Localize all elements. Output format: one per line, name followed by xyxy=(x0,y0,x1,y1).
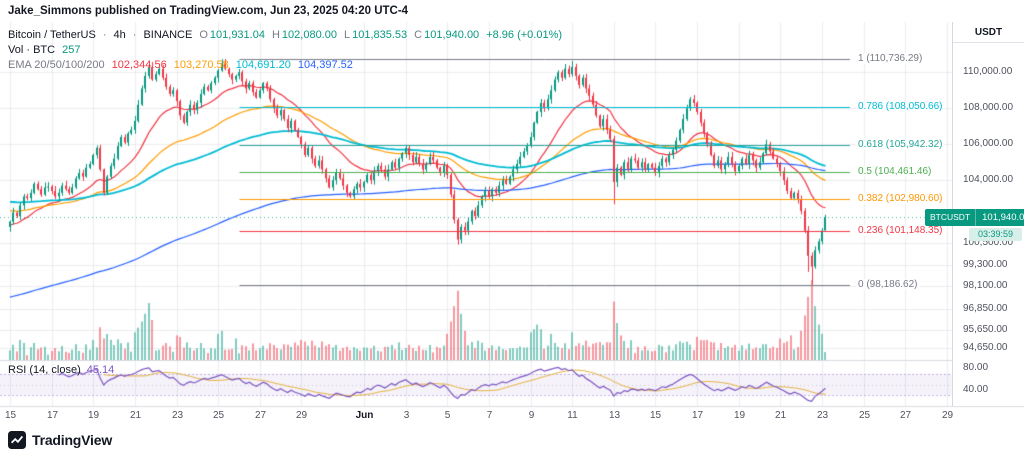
ema200-value: 104,397.52 xyxy=(297,58,353,71)
time-axis-label: Jun xyxy=(355,410,374,421)
rsi-value: 45.14 xyxy=(86,364,115,376)
price-axis-label: 99,300.00 xyxy=(963,258,1008,270)
time-axis-label: 23 xyxy=(816,410,829,421)
ema50-value: 103,270.58 xyxy=(173,58,229,71)
price-axis-label: 95,650.00 xyxy=(963,324,1008,336)
time-axis-label: 27 xyxy=(254,410,267,421)
ohlc-low: L 101,835.53 xyxy=(344,29,407,41)
fib-level-label: 0.618 (105,942.32) xyxy=(856,139,945,151)
ema-legend-row[interactable]: EMA 20/50/100/200 102,344.56 103,270.58 … xyxy=(8,57,562,72)
price-axis-label: 96,850.00 xyxy=(963,302,1008,314)
bar-close-countdown: 03:39:59 xyxy=(969,228,1022,241)
time-axis-label: 19 xyxy=(87,410,100,421)
price-axis-label: 108,000.00 xyxy=(963,102,1014,114)
price-axis-label: 98,100.00 xyxy=(963,280,1008,292)
ema20-value: 102,344.56 xyxy=(111,58,167,71)
last-price-badge[interactable]: BTCUSDT 101,940.00 xyxy=(925,209,1024,226)
footer: TradingView xyxy=(0,426,1024,454)
rsi-axis-label: 80.00 xyxy=(963,362,989,374)
ohlc-close: C 101,940.00 xyxy=(414,29,479,41)
time-axis-label: 15 xyxy=(649,410,662,421)
time-axis-label: 27 xyxy=(899,410,912,421)
time-axis-label: 23 xyxy=(171,410,184,421)
rsi-label: RSI (14, close) xyxy=(8,364,81,376)
symbol-interval: 4h xyxy=(113,28,126,41)
attribution-text: Jake_Simmons published on TradingView.co… xyxy=(8,5,409,17)
price-axis-label: 94,650.00 xyxy=(963,342,1008,354)
time-axis-label: 7 xyxy=(486,410,493,421)
volume-legend-row[interactable]: Vol · BTC 257 xyxy=(8,42,562,57)
price-axis-label: 110,000.00 xyxy=(963,66,1013,78)
rsi-legend-row[interactable]: RSI (14, close) 45.14 xyxy=(8,364,114,376)
attribution-bar: Jake_Simmons published on TradingView.co… xyxy=(0,0,1024,22)
rsi-axis-label: 40.00 xyxy=(963,383,989,395)
fib-level-label: 0.5 (104,461.46) xyxy=(856,165,934,177)
tradingview-wordmark: TradingView xyxy=(32,432,113,448)
time-axis-label: 25 xyxy=(212,410,225,421)
time-axis-label: 13 xyxy=(608,410,621,421)
high-value: 102,080.00 xyxy=(281,28,337,41)
high-label: H xyxy=(271,28,280,41)
symbol-exchange: BINANCE xyxy=(143,28,193,41)
symbol-legend-row[interactable]: Bitcoin / TetherUS · 4h · BINANCE O 101,… xyxy=(8,27,562,42)
time-axis-label: 11 xyxy=(567,410,578,421)
time-axis-label: 5 xyxy=(444,410,451,421)
ohlc-open: O 101,931.04 xyxy=(199,29,265,41)
time-axis-label: 15 xyxy=(4,410,17,421)
time-axis-label: 29 xyxy=(295,410,308,421)
time-axis[interactable]: 15 17 19 21 23 25 27 29 Jun 3 5 7 9 11 13 15 17 19 21 23 25 2… xyxy=(0,407,1024,426)
legend-separator: · xyxy=(102,28,107,41)
fib-level-label: 0 (98,186.62) xyxy=(856,278,920,290)
time-axis-label: 3 xyxy=(403,410,410,421)
badge-symbol: BTCUSDT xyxy=(925,209,977,226)
close-label: C xyxy=(414,28,423,41)
time-axis-label: 25 xyxy=(858,410,871,421)
low-label: L xyxy=(343,28,351,41)
volume-label: Vol · BTC xyxy=(8,43,56,56)
symbol-title: Bitcoin / TetherUS xyxy=(8,28,96,41)
time-axis-label: 17 xyxy=(691,410,704,421)
fib-level-label: 0.786 (108,050.66) xyxy=(856,101,945,113)
low-value: 101,835.53 xyxy=(352,28,408,41)
ema-label: EMA 20/50/100/200 xyxy=(8,58,105,71)
fib-level-label: 0.382 (102,980.60) xyxy=(856,192,945,204)
time-axis-label: 21 xyxy=(774,410,787,421)
price-axis-label: 104,000.00 xyxy=(963,174,1014,186)
time-axis-label: 19 xyxy=(733,410,746,421)
fib-level-label: 1 (110,736.29) xyxy=(856,53,925,65)
chart-area: USDT 110,000.00 108,000.00 106,000.00 104,0… xyxy=(0,22,1024,426)
ohlc-high: H 102,080.00 xyxy=(272,29,337,41)
tradingview-logo-icon xyxy=(8,431,26,449)
volume-value: 257 xyxy=(62,43,81,56)
time-axis-label: 9 xyxy=(528,410,535,421)
tradingview-logo[interactable]: TradingView xyxy=(8,431,112,449)
price-axis-label: 106,000.00 xyxy=(963,138,1014,150)
time-axis-label: 29 xyxy=(941,410,954,421)
time-axis-label: 21 xyxy=(129,410,142,421)
time-axis-label: 17 xyxy=(46,410,59,421)
legend: Bitcoin / TetherUS · 4h · BINANCE O 101,… xyxy=(8,27,562,72)
price-axis-label: 100,500.00 xyxy=(963,237,1014,249)
chart-canvas[interactable] xyxy=(0,22,1024,426)
price-axis-currency: USDT xyxy=(953,22,1024,43)
open-label: O xyxy=(199,28,208,41)
change-value: +8.96 (+0.01%) xyxy=(486,28,563,41)
open-value: 101,931.04 xyxy=(209,28,265,41)
ema100-value: 104,691.20 xyxy=(235,58,291,71)
legend-separator: · xyxy=(132,28,137,41)
badge-price: 101,940.00 xyxy=(976,209,1024,226)
fib-level-label: 0.236 (101,148.35) xyxy=(856,225,945,237)
close-value: 101,940.00 xyxy=(424,28,480,41)
